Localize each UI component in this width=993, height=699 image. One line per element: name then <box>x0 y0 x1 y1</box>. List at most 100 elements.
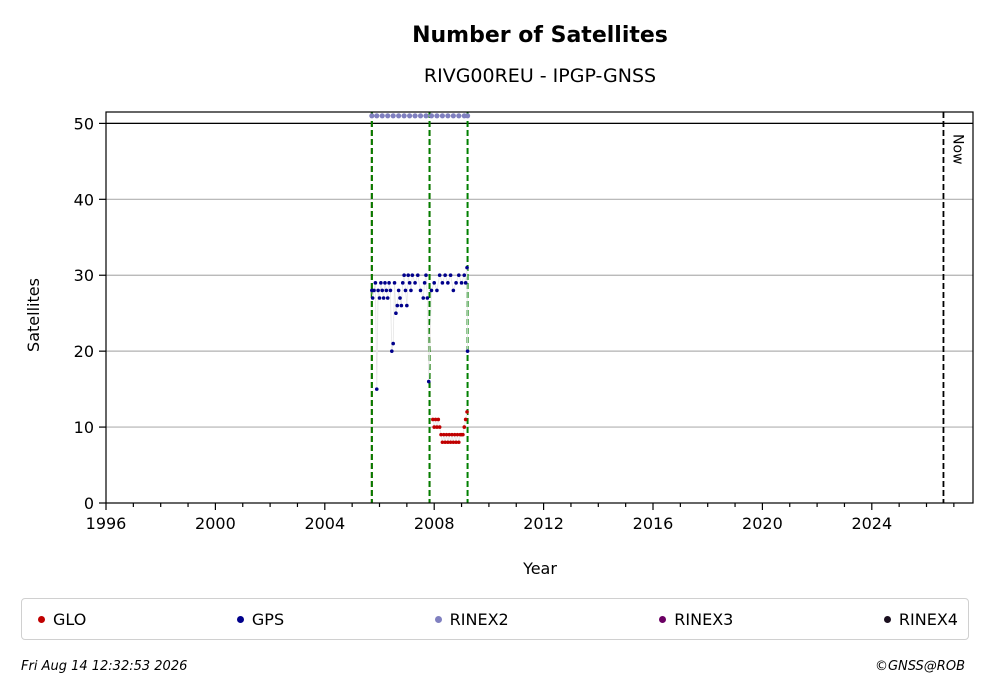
data-point-gps <box>409 288 413 293</box>
data-point-gps <box>370 296 375 300</box>
data-point-gps <box>374 387 379 391</box>
legend-item-glo: GLO <box>38 610 86 629</box>
data-point-glo <box>454 440 458 445</box>
data-point-gps <box>465 265 469 270</box>
data-point-gps <box>394 311 398 315</box>
legend-label: GPS <box>251 609 285 629</box>
data-point-gps <box>440 281 445 285</box>
data-point-gps <box>372 288 376 293</box>
legend-item-rinex3: RINEX3 <box>659 610 733 629</box>
x-tick-label: 2024 <box>851 514 892 533</box>
legend-marker <box>659 615 667 623</box>
data-point-gps <box>387 281 391 285</box>
legend-label: RINEX4 <box>898 609 958 629</box>
data-point-gps <box>459 281 464 285</box>
data-point-gps <box>402 273 406 278</box>
data-point-gps <box>462 273 467 278</box>
data-point-glo <box>462 425 467 429</box>
data-point-gps <box>377 296 382 300</box>
legend-item-rinex4: RINEX4 <box>883 609 958 629</box>
data-point-glo <box>465 410 469 414</box>
data-point-gps <box>446 281 450 285</box>
data-point-gps <box>443 273 447 278</box>
data-point-glo <box>441 432 446 437</box>
data-point-gps <box>425 296 430 300</box>
x-tick-label: 2016 <box>633 514 674 533</box>
data-point-gps <box>424 273 428 278</box>
data-point-glo <box>433 417 438 422</box>
footer-timestamp: Fri Aug 14 12:32:53 2026 <box>21 659 188 674</box>
data-point-gps <box>399 303 404 308</box>
data-point-gps <box>429 288 434 293</box>
legend-marker <box>434 615 442 623</box>
vertical-markers: Now <box>370 112 965 503</box>
chart-subtitle: RIVG00REU - IPGP-GNSS <box>424 65 656 87</box>
data-points <box>369 113 471 445</box>
legend-label: RINEX3 <box>674 609 734 629</box>
x-tick-label: 2012 <box>523 514 564 533</box>
x-tick-label: 1996 <box>86 514 127 533</box>
data-point-glo <box>463 417 468 422</box>
data-point-gps <box>384 288 389 293</box>
data-point-glo <box>443 440 447 445</box>
legend-item-rinex2: RINEX2 <box>434 609 509 629</box>
data-point-glo <box>447 432 452 437</box>
legend-marker <box>883 615 891 623</box>
x-tick-label: 2020 <box>742 514 783 533</box>
data-point-gps <box>403 288 408 293</box>
data-point-rinex2 <box>464 113 471 119</box>
data-point-gps <box>463 281 468 285</box>
data-point-glo <box>432 425 437 429</box>
data-point-gps <box>398 296 402 300</box>
data-point-gps <box>422 281 427 285</box>
data-point-gps <box>435 288 439 293</box>
plot-frame <box>105 111 974 504</box>
data-point-glo <box>450 432 454 437</box>
legend-label: RINEX2 <box>449 609 509 629</box>
data-point-gps <box>426 379 431 384</box>
data-point-rinex2 <box>390 113 396 119</box>
data-point-glo <box>461 432 465 437</box>
data-point-rinex2 <box>374 113 380 119</box>
y-tick-label: 30 <box>74 266 94 285</box>
data-point-glo <box>457 440 461 445</box>
data-point-gps <box>395 303 400 308</box>
grid-lines <box>106 122 973 428</box>
data-point-rinex2 <box>417 113 424 119</box>
data-point-gps <box>400 281 405 285</box>
data-point-gps <box>437 273 442 278</box>
data-point-glo <box>446 440 450 445</box>
data-point-gps <box>405 303 409 308</box>
data-point-gps <box>385 296 390 300</box>
data-point-glo <box>439 432 443 437</box>
data-point-rinex2 <box>456 113 462 119</box>
data-point-glo <box>444 432 449 437</box>
data-point-gps <box>396 288 401 293</box>
data-point-gps <box>376 288 380 293</box>
data-point-gps <box>448 273 453 278</box>
satellite-chart: Number of Satellites RIVG00REU - IPGP-GN… <box>24 23 974 578</box>
data-point-rinex2 <box>396 113 402 119</box>
data-point-gps <box>383 281 387 285</box>
data-point-glo <box>451 440 456 445</box>
data-point-gps <box>407 281 412 285</box>
data-point-gps <box>415 273 420 278</box>
data-point-gps <box>406 273 411 278</box>
data-point-gps <box>380 288 385 293</box>
y-tick-label: 50 <box>74 114 94 133</box>
now-label: Now <box>949 134 965 165</box>
data-point-rinex2 <box>401 113 407 119</box>
legend-item-gps: GPS <box>236 609 285 629</box>
data-point-rinex2 <box>428 113 435 119</box>
data-point-glo <box>436 417 441 422</box>
data-point-rinex2 <box>450 113 456 119</box>
data-point-gps <box>391 341 395 346</box>
x-tick-label: 2000 <box>195 514 236 533</box>
data-point-rinex2 <box>439 113 446 119</box>
data-point-gps <box>432 281 437 285</box>
chart-title: Number of Satellites <box>412 23 668 48</box>
data-point-gps <box>457 273 461 278</box>
legend-marker <box>38 615 45 623</box>
y-tick-label: 0 <box>84 494 94 513</box>
x-tick-label: 2004 <box>304 514 345 533</box>
